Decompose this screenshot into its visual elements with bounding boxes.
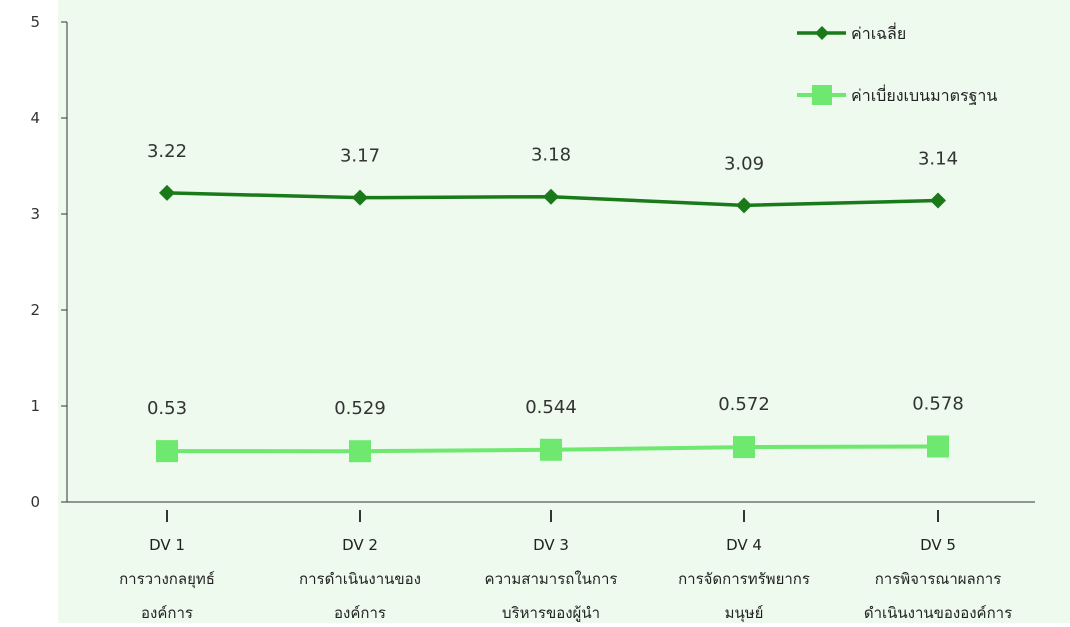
legend-marker-square xyxy=(812,85,832,105)
x-category-label: องค์การ xyxy=(141,604,193,622)
x-category-label: ความสามารถในการ xyxy=(485,570,618,588)
x-category-label: องค์การ xyxy=(334,604,386,622)
x-category-label: DV 2 xyxy=(342,536,378,554)
x-category-label: DV 5 xyxy=(920,536,956,554)
x-category-label: DV 4 xyxy=(726,536,762,554)
data-point-square xyxy=(927,435,949,458)
y-tick-label: 0 xyxy=(30,493,40,511)
data-point-square xyxy=(540,438,562,461)
data-point-square xyxy=(156,440,178,463)
y-tick-label: 3 xyxy=(30,205,40,223)
legend-label: ค่าเฉลี่ย xyxy=(851,22,906,43)
data-label: 3.18 xyxy=(531,145,571,166)
y-tick-label: 4 xyxy=(30,109,40,127)
legend-marker-diamond xyxy=(815,26,829,40)
y-tick-label: 2 xyxy=(30,301,40,319)
data-label: 3.22 xyxy=(147,141,187,162)
data-label: 0.578 xyxy=(912,394,964,415)
data-label: 3.17 xyxy=(340,146,380,167)
x-category-label: มนุษย์ xyxy=(725,604,764,623)
label-background xyxy=(58,580,1070,623)
data-point-diamond xyxy=(930,192,946,209)
data-point-square xyxy=(349,440,371,463)
data-point-square xyxy=(733,436,755,459)
data-point-diamond xyxy=(543,188,559,205)
data-label: 0.572 xyxy=(718,394,770,415)
data-label: 0.544 xyxy=(525,397,577,418)
plot-background xyxy=(58,0,1070,580)
x-category-label: การพิจารณาผลการ xyxy=(875,570,1002,588)
legend-label: ค่าเบี่ยงเบนมาตรฐาน xyxy=(851,84,997,105)
data-label: 3.14 xyxy=(918,149,958,170)
data-label: 0.529 xyxy=(334,398,386,419)
x-category-label: DV 1 xyxy=(149,536,185,554)
x-category-label: ดำเนินงานขององค์การ xyxy=(864,604,1012,622)
x-category-label: การจัดการทรัพยากร xyxy=(678,570,810,588)
data-point-diamond xyxy=(352,189,368,206)
x-category-label: DV 3 xyxy=(533,536,569,554)
x-category-label: บริหารของผู้นำ xyxy=(502,604,600,622)
data-label: 3.09 xyxy=(724,153,764,174)
data-point-diamond xyxy=(736,197,752,214)
y-tick-label: 5 xyxy=(30,13,40,31)
y-tick-label: 1 xyxy=(30,397,40,415)
data-label: 0.53 xyxy=(147,398,187,419)
x-category-label: การดำเนินงานของ xyxy=(299,570,421,588)
data-point-diamond xyxy=(159,184,175,201)
x-category-label: การวางกลยุทธ์ xyxy=(119,570,215,589)
